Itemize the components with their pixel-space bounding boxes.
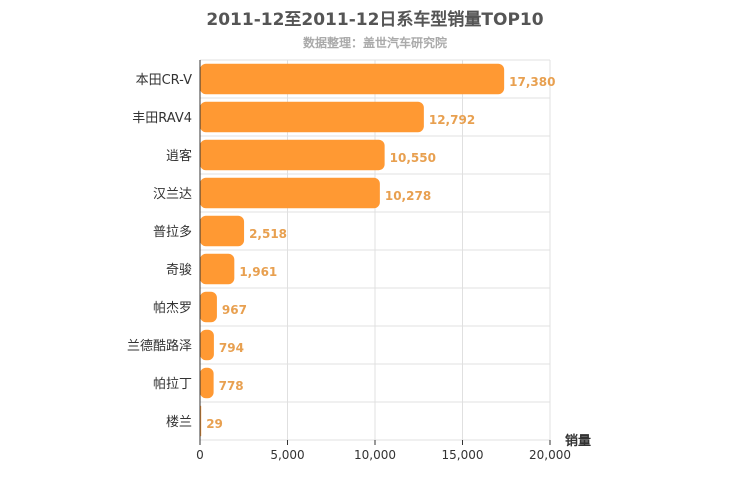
category-label: 普拉多 xyxy=(153,224,192,240)
bar[interactable] xyxy=(200,101,424,133)
bar[interactable] xyxy=(200,139,385,171)
value-label: 794 xyxy=(219,341,244,355)
x-tick-label: 5,000 xyxy=(270,448,304,462)
category-label: 兰德酷路泽 xyxy=(127,338,192,354)
value-label: 12,792 xyxy=(429,113,475,127)
x-tick-label: 10,000 xyxy=(354,448,396,462)
chart-subtitle: 数据整理：盖世汽车研究院 xyxy=(303,35,447,50)
value-label: 967 xyxy=(222,303,247,317)
x-tick-label: 0 xyxy=(196,448,204,462)
category-label: 楼兰 xyxy=(166,415,192,430)
value-label: 10,278 xyxy=(385,189,431,203)
value-label: 1,961 xyxy=(239,265,277,279)
bar[interactable] xyxy=(200,177,380,209)
bar[interactable] xyxy=(200,367,214,399)
x-tick-labels: 0 5,000 10,000 15,000 20,000 xyxy=(196,440,571,462)
bar[interactable] xyxy=(200,329,214,361)
value-label: 10,550 xyxy=(390,151,436,165)
bar[interactable] xyxy=(200,253,235,285)
bar[interactable] xyxy=(200,63,505,95)
bar[interactable] xyxy=(200,215,245,247)
bars xyxy=(200,63,505,437)
category-label: 逍客 xyxy=(166,148,192,164)
category-label: 帕杰罗 xyxy=(153,301,192,316)
value-labels: 17,380 12,792 10,550 10,278 2,518 1,961 967 794… xyxy=(206,75,555,431)
x-axis-title: 销量 xyxy=(565,433,591,449)
chart-title: 2011-12至2011-12日系车型销量TOP10 xyxy=(206,9,543,30)
bar[interactable] xyxy=(200,291,217,323)
value-label: 29 xyxy=(206,417,223,431)
value-label: 778 xyxy=(219,379,244,393)
value-label: 2,518 xyxy=(249,227,287,241)
category-label: 帕拉丁 xyxy=(153,377,192,392)
category-label: 本田CR-V xyxy=(136,73,193,88)
value-label: 17,380 xyxy=(509,75,555,89)
category-label: 汉兰达 xyxy=(153,187,192,202)
x-tick-label: 20,000 xyxy=(529,448,571,462)
category-label: 奇骏 xyxy=(166,262,192,278)
category-label: 丰田RAV4 xyxy=(132,111,192,126)
x-tick-label: 15,000 xyxy=(442,448,484,462)
